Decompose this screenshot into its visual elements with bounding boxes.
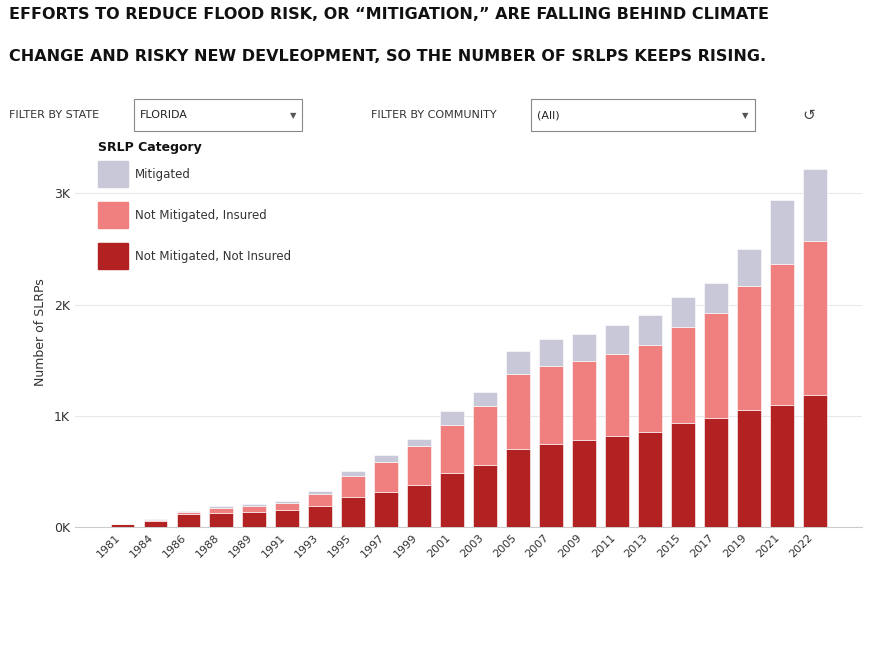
Bar bbox=[440, 425, 464, 473]
Bar bbox=[143, 521, 167, 527]
Text: IN FLORIDA,: IN FLORIDA, bbox=[267, 585, 380, 603]
Bar bbox=[308, 491, 332, 494]
Text: CHANGE AND RISKY NEW DEVLEOPMENT, SO THE NUMBER OF SRLPS KEEPS RISING.: CHANGE AND RISKY NEW DEVLEOPMENT, SO THE… bbox=[9, 49, 766, 64]
Bar bbox=[177, 512, 201, 514]
Bar bbox=[341, 497, 365, 527]
Text: ▼: ▼ bbox=[742, 111, 748, 120]
Bar bbox=[374, 462, 398, 492]
Bar bbox=[243, 506, 266, 512]
Bar bbox=[539, 339, 563, 365]
Bar bbox=[440, 473, 464, 527]
Bar bbox=[473, 465, 497, 527]
Bar bbox=[671, 297, 694, 327]
Bar bbox=[209, 506, 233, 508]
Text: Not Mitigated, Not Insured: Not Mitigated, Not Insured bbox=[135, 250, 290, 263]
Bar bbox=[803, 169, 826, 241]
Bar bbox=[572, 334, 596, 362]
Bar bbox=[803, 395, 826, 527]
Text: SRLP Category: SRLP Category bbox=[99, 141, 202, 155]
Bar bbox=[704, 314, 728, 418]
Text: (All): (All) bbox=[537, 110, 559, 121]
Bar bbox=[605, 436, 629, 527]
Bar bbox=[704, 283, 728, 314]
Bar bbox=[473, 392, 497, 406]
Bar bbox=[704, 418, 728, 527]
Text: ↺: ↺ bbox=[803, 108, 815, 122]
FancyBboxPatch shape bbox=[134, 100, 302, 131]
Bar bbox=[407, 439, 431, 446]
Text: EFFORTS TO REDUCE FLOOD RISK, OR “MITIGATION,” ARE FALLING BEHIND CLIMATE: EFFORTS TO REDUCE FLOOD RISK, OR “MITIGA… bbox=[9, 7, 769, 22]
Bar bbox=[243, 512, 266, 527]
Bar bbox=[99, 243, 128, 269]
Bar bbox=[671, 327, 694, 422]
Bar bbox=[671, 422, 694, 527]
Bar bbox=[803, 241, 826, 395]
Bar bbox=[308, 494, 332, 506]
Bar bbox=[605, 354, 629, 436]
FancyBboxPatch shape bbox=[531, 100, 755, 131]
Bar bbox=[506, 449, 530, 527]
Text: 79% OF SRLPs ARE NOT MITIGATED: 79% OF SRLPs ARE NOT MITIGATED bbox=[158, 619, 488, 637]
Text: ▼: ▼ bbox=[290, 111, 297, 120]
Bar bbox=[111, 524, 135, 527]
Bar bbox=[638, 345, 662, 432]
Bar bbox=[737, 410, 760, 527]
Bar bbox=[209, 513, 233, 527]
Bar bbox=[143, 520, 167, 521]
Bar bbox=[209, 508, 233, 513]
Bar bbox=[506, 351, 530, 373]
Text: Not Mitigated, Insured: Not Mitigated, Insured bbox=[135, 209, 267, 222]
Bar bbox=[374, 455, 398, 462]
Bar bbox=[374, 492, 398, 527]
Y-axis label: Number of SLRPs: Number of SLRPs bbox=[33, 278, 47, 386]
Bar bbox=[605, 325, 629, 354]
Text: FILTER BY STATE: FILTER BY STATE bbox=[9, 110, 99, 121]
Bar bbox=[99, 161, 128, 187]
Bar bbox=[341, 471, 365, 476]
Bar bbox=[572, 362, 596, 440]
Bar bbox=[275, 501, 299, 503]
Bar bbox=[638, 314, 662, 345]
Bar bbox=[243, 504, 266, 506]
Bar bbox=[308, 506, 332, 527]
Bar bbox=[407, 485, 431, 527]
Bar bbox=[737, 249, 760, 286]
Text: Mitigated: Mitigated bbox=[135, 168, 191, 181]
Bar bbox=[638, 432, 662, 527]
Bar bbox=[341, 476, 365, 497]
Text: FLORIDA: FLORIDA bbox=[140, 110, 187, 121]
Bar bbox=[770, 265, 794, 405]
Bar bbox=[407, 446, 431, 485]
Bar bbox=[572, 440, 596, 527]
Bar bbox=[275, 503, 299, 510]
Bar bbox=[440, 411, 464, 425]
Bar bbox=[539, 365, 563, 444]
Bar bbox=[506, 373, 530, 449]
Bar bbox=[177, 511, 201, 512]
Bar bbox=[275, 510, 299, 527]
Bar bbox=[770, 405, 794, 527]
Bar bbox=[177, 514, 201, 527]
Bar bbox=[770, 200, 794, 265]
Bar bbox=[737, 286, 760, 410]
Bar bbox=[473, 406, 497, 465]
Bar bbox=[539, 444, 563, 527]
Text: FILTER BY COMMUNITY: FILTER BY COMMUNITY bbox=[371, 110, 496, 121]
Bar bbox=[99, 202, 128, 229]
